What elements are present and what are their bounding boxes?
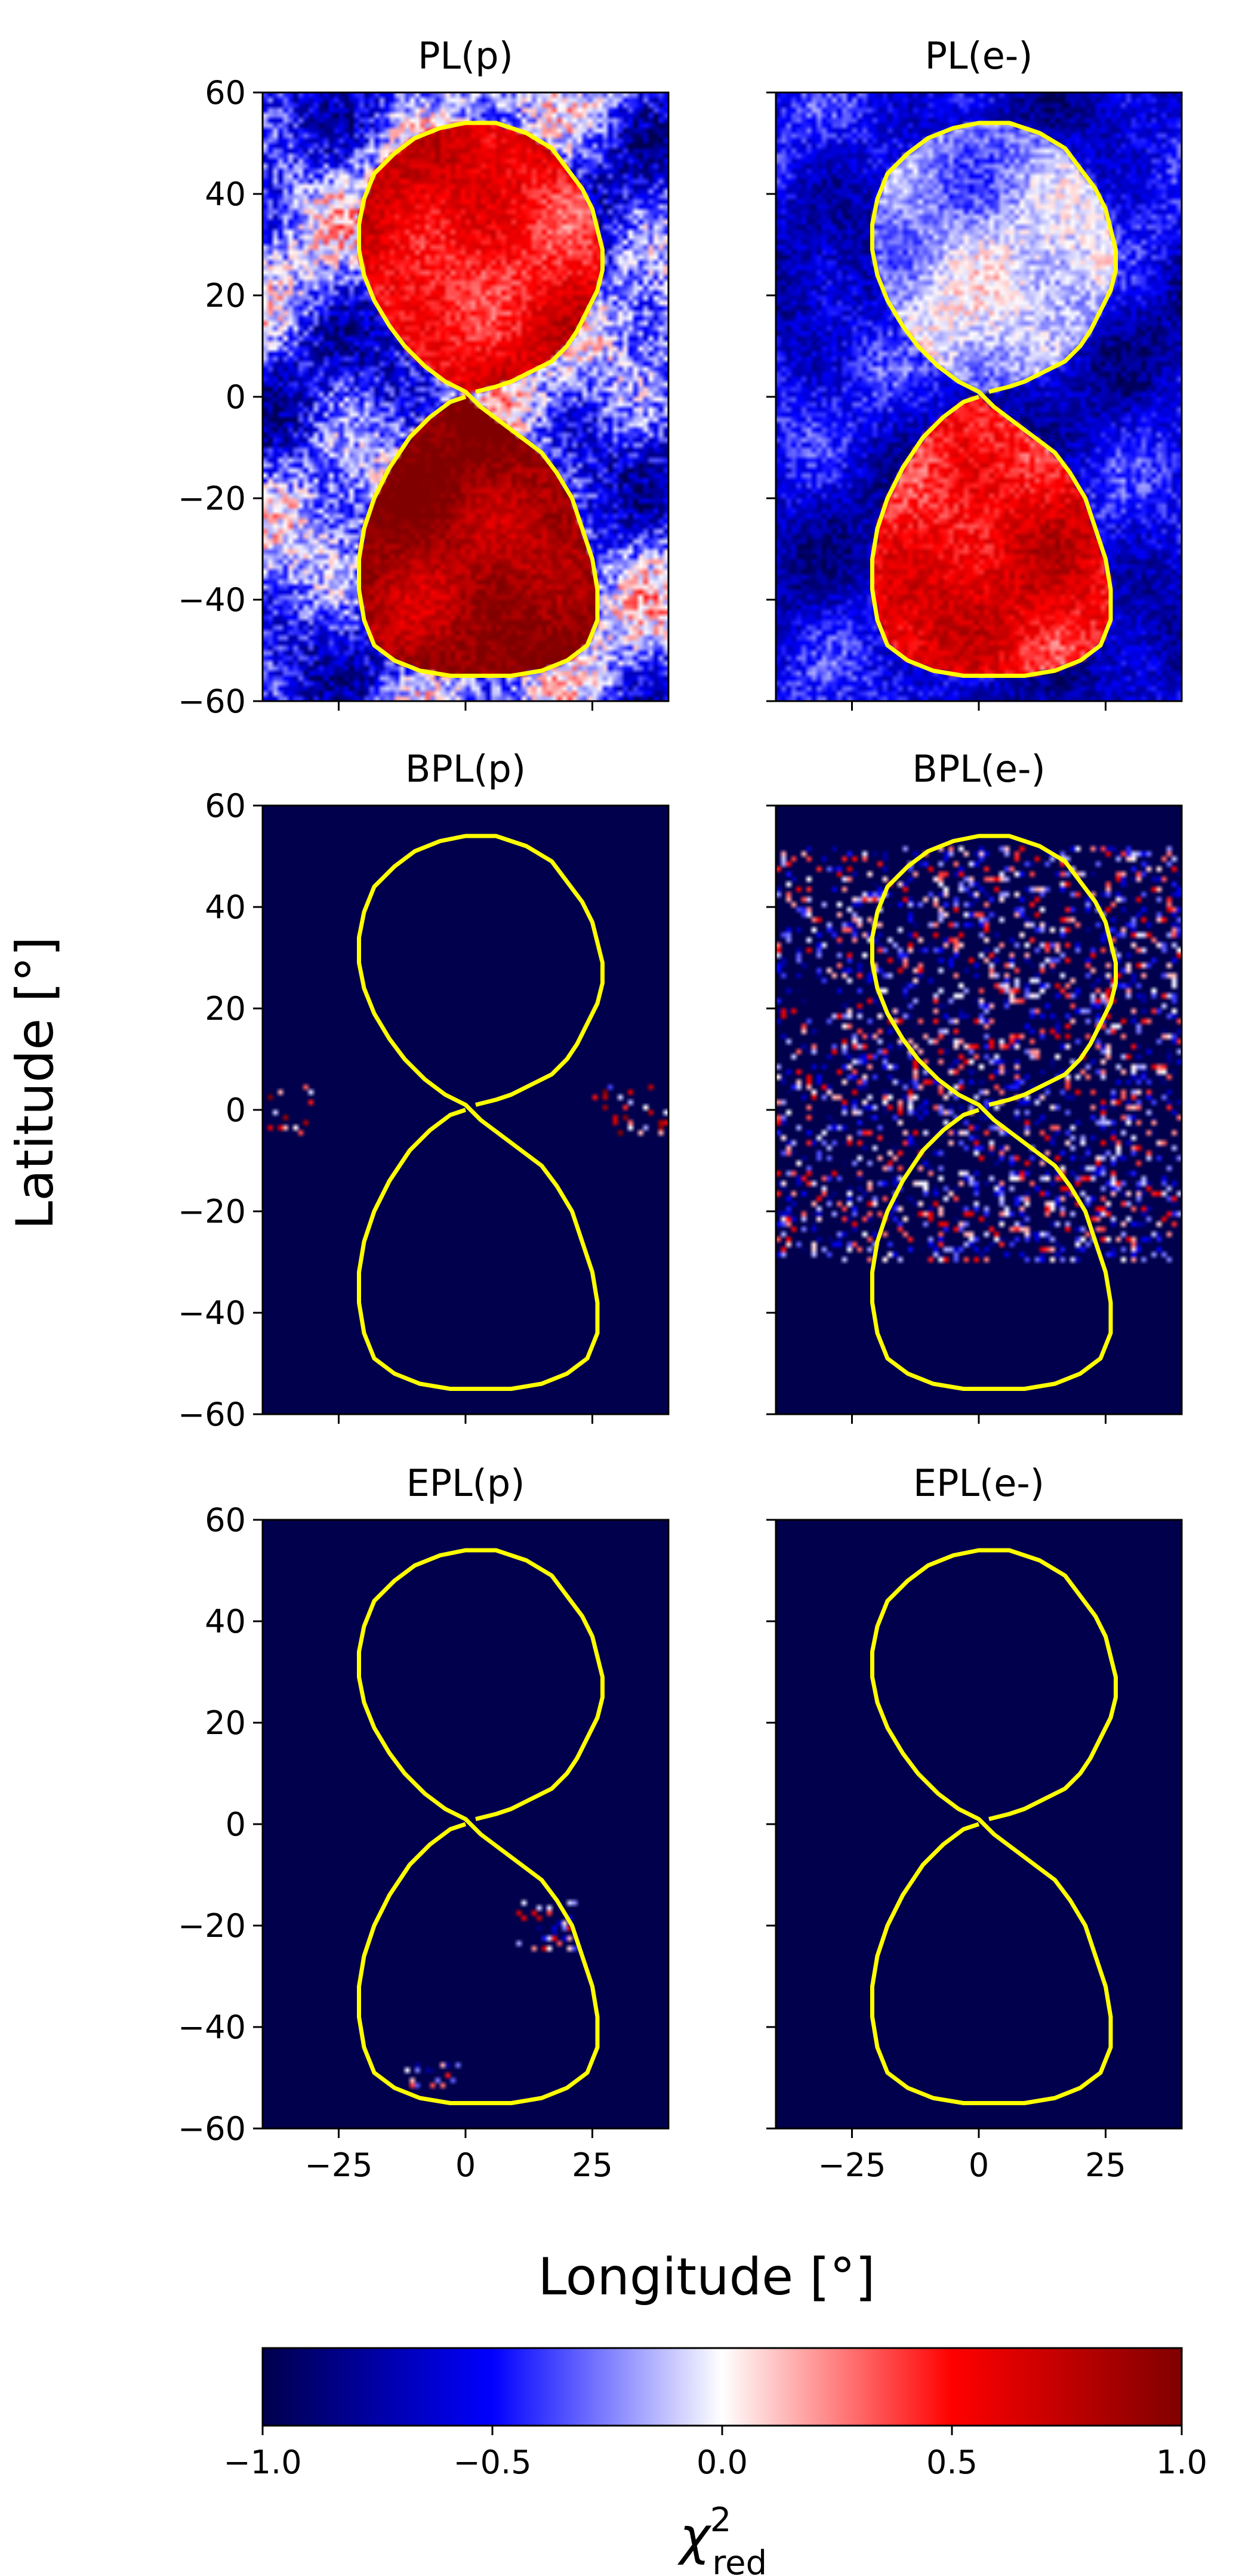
y-tick-label: −60 [178,683,246,720]
panel-title: PL(p) [418,34,513,78]
colorbar-gradient [261,2347,1183,2427]
colorbar-tick-label: −0.5 [453,2444,531,2481]
panel-title: EPL(e-) [913,1461,1044,1505]
x-axis-label: Longitude [°] [538,2247,875,2307]
colorbar-tick-label: −1.0 [223,2444,301,2481]
outline-curve [870,121,1118,678]
y-tick-label: 0 [226,1806,246,1843]
outline-curve [870,1548,1118,2105]
colorbar-tick-label: 0.5 [926,2444,978,2481]
y-tick-label: −40 [178,2009,246,2046]
x-tick-label: 0 [455,2146,476,2184]
y-tick-label: 40 [205,175,246,213]
colorbar-ticks: −1.0 −0.5 0.0 0.5 1.0 [223,2426,1207,2481]
panels-group: PL(p) −60 −40 −20 0 20 40 60 PL(e-) BPL(p) −60 −40 −… [178,34,1183,2184]
y-tick-label: −40 [178,581,246,619]
colorbar-tick-label: 0.0 [696,2444,748,2481]
panel-epl-p: EPL(p) −60 −40 −20 0 20 40 60 −25 0 25 [178,1461,670,2184]
outline-curve [357,1548,605,2105]
y-tick-label: 60 [205,74,246,112]
y-tick-label: 0 [226,1091,246,1129]
y-tick-label: 20 [205,990,246,1028]
x-tick-label: −25 [818,2146,886,2184]
colorbar-tick-label: 1.0 [1156,2444,1207,2481]
y-tick-label: −20 [178,1193,246,1230]
outline-curve [870,834,1118,1391]
panel-pl-e: PL(e-) [766,34,1183,711]
outline-curve [357,834,605,1391]
panel-bpl-p: BPL(p) −60 −40 −20 0 20 40 60 [178,747,670,1433]
x-tick-label: 25 [572,2146,613,2184]
y-tick-label: 20 [205,1704,246,1742]
panel-title: PL(e-) [925,34,1033,78]
panel-title: EPL(p) [406,1461,525,1505]
y-tick-label: 20 [205,277,246,314]
colorbar-label-sub: red [712,2544,767,2576]
colorbar: −1.0 −0.5 0.0 0.5 1.0 χ2 red [223,2347,1207,2576]
outline-curve [357,121,605,678]
x-tick-label: −25 [305,2146,373,2184]
x-tick-label: 0 [969,2146,989,2184]
panel-pl-p: PL(p) −60 −40 −20 0 20 40 60 [178,34,670,720]
y-tick-label: −20 [178,480,246,517]
y-tick-label: 60 [205,787,246,825]
panel-title: BPL(e-) [912,747,1045,791]
y-tick-label: −40 [178,1294,246,1332]
y-tick-label: 40 [205,889,246,926]
colorbar-label-sup: 2 [710,2501,732,2540]
panel-epl-e: EPL(e-) −25 0 25 [766,1461,1183,2184]
colorbar-label-base: χ [677,2507,712,2566]
y-tick-label: −20 [178,1907,246,1945]
y-tick-label: 0 [226,378,246,416]
panel-bpl-e: BPL(e-) [766,747,1183,1424]
y-tick-label: −60 [178,1396,246,1433]
y-tick-label: 40 [205,1603,246,1640]
panel-title: BPL(p) [405,747,526,791]
y-axis-label: Latitude [°] [5,936,65,1229]
y-tick-label: −60 [178,2110,246,2148]
y-tick-label: 60 [205,1501,246,1539]
colorbar-label: χ2 red [677,2501,767,2576]
x-tick-label: 25 [1085,2146,1126,2184]
